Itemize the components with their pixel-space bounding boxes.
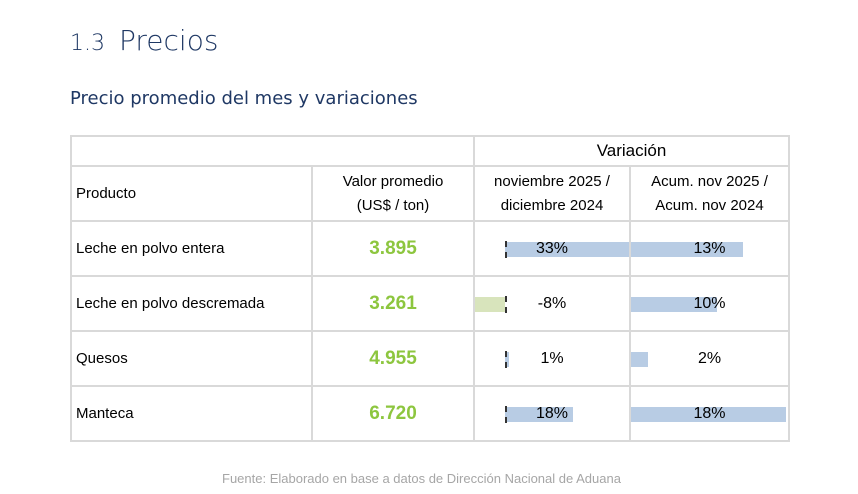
average-value: 6.720 (311, 385, 475, 442)
empty-header-cell (70, 135, 475, 167)
var-cumulative-cell: 13% (629, 220, 790, 277)
variation-header: Variación (473, 135, 790, 167)
header-var-month: noviembre 2025 /diciembre 2024 (473, 165, 631, 222)
var-month-cell: -8% (473, 275, 631, 332)
header-value: Valor promedio (US$ / ton) (311, 165, 475, 222)
data-bar (631, 351, 649, 367)
average-value: 3.895 (311, 220, 475, 277)
axis-line (505, 350, 507, 368)
product-name: Quesos (70, 330, 313, 387)
data-bar (631, 241, 743, 257)
average-value: 4.955 (311, 330, 475, 387)
data-bar (505, 241, 630, 257)
data-bar (631, 296, 717, 312)
table-title: Precio promedio del mes y variaciones (70, 88, 418, 109)
axis-line (505, 240, 507, 258)
table-row: Manteca 6.720 18% 18% (70, 385, 790, 442)
product-name: Manteca (70, 385, 313, 442)
data-bar (474, 296, 505, 312)
average-value: 3.261 (311, 275, 475, 332)
header-var-cumulative: Acum. nov 2025 /Acum. nov 2024 (629, 165, 790, 222)
var-cumulative-cell: 10% (629, 275, 790, 332)
section-number: 1.3 (70, 31, 105, 56)
var-month-cell: 33% (473, 220, 631, 277)
section-title: Precios (119, 24, 219, 57)
section-heading: 1.3 Precios (70, 24, 218, 57)
axis-line (505, 405, 507, 423)
var-cumulative-cell: 2% (629, 330, 790, 387)
source-note: Fuente: Elaborado en base a datos de Dir… (222, 471, 621, 486)
product-name: Leche en polvo descremada (70, 275, 313, 332)
table-row: Quesos 4.955 1% 2% (70, 330, 790, 387)
axis-line (505, 295, 507, 313)
product-name: Leche en polvo entera (70, 220, 313, 277)
var-month-cell: 18% (473, 385, 631, 442)
data-bar (505, 406, 573, 422)
table-row: Leche en polvo entera 3.895 33% 13% (70, 220, 790, 277)
prices-table: Variación Producto Valor promedio (US$ / … (70, 135, 790, 442)
data-bar (631, 406, 786, 422)
var-month-cell: 1% (473, 330, 631, 387)
header-product: Producto (70, 165, 313, 222)
var-cumulative-cell: 18% (629, 385, 790, 442)
table-row: Leche en polvo descremada 3.261 -8% 10% (70, 275, 790, 332)
